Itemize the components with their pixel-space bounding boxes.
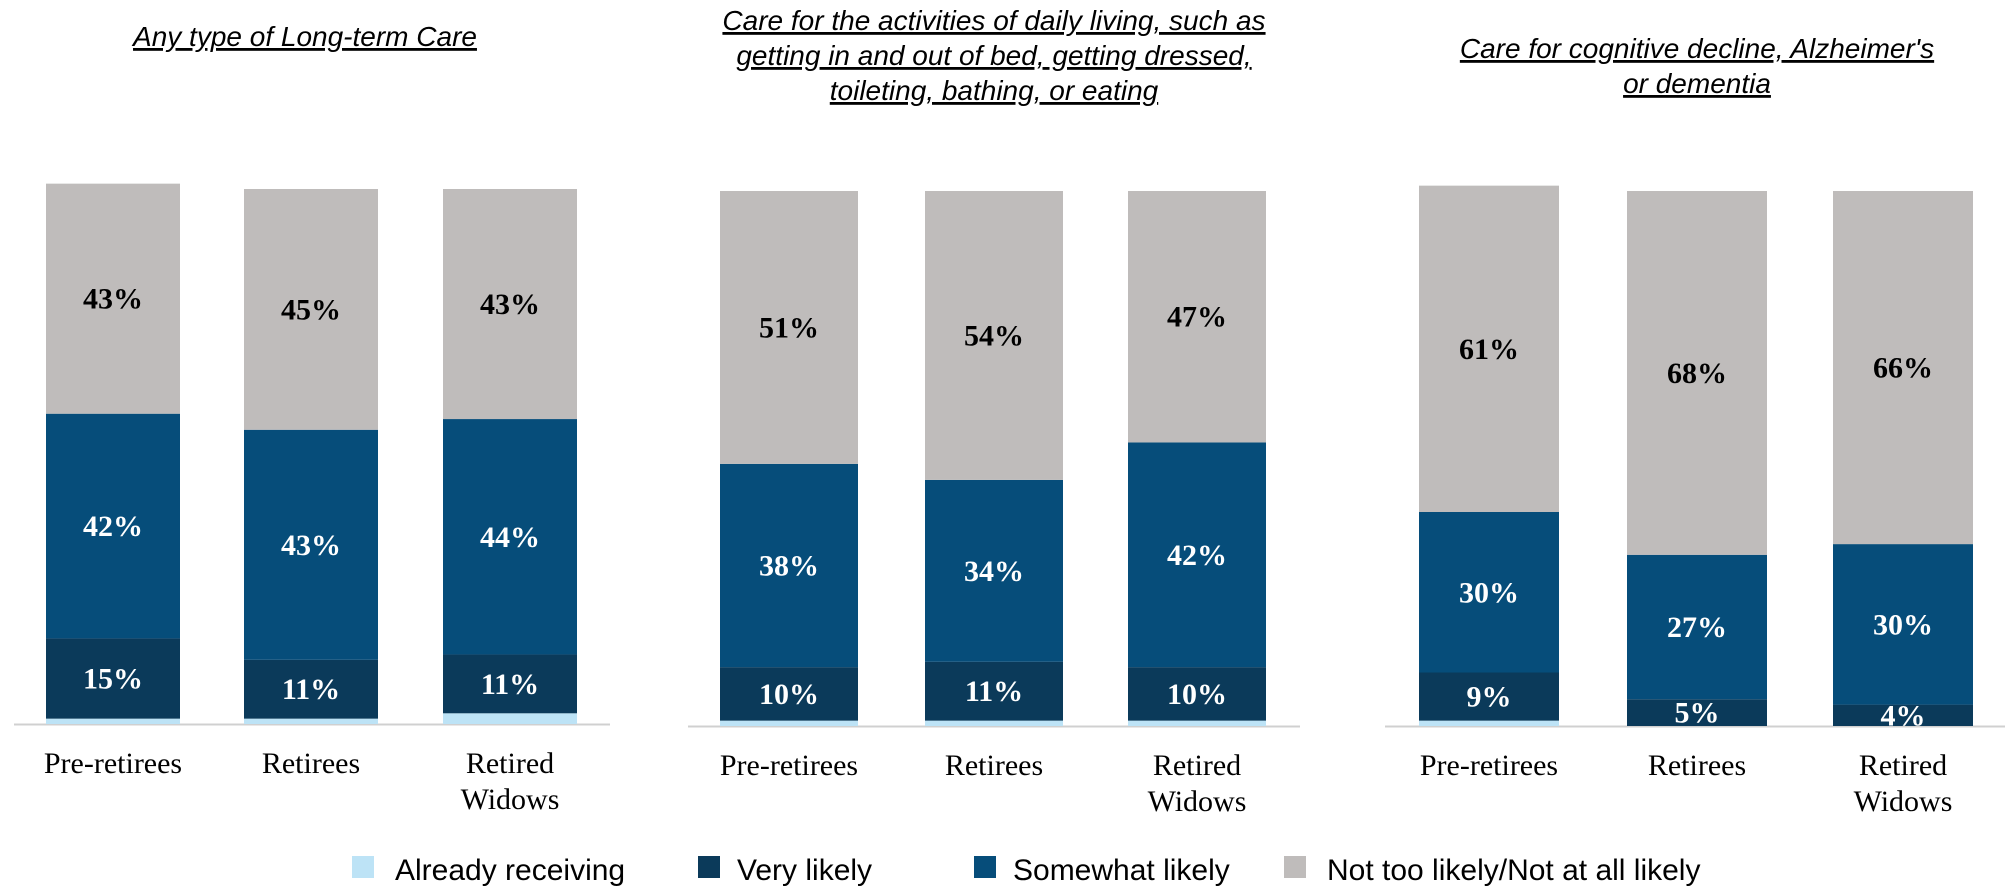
data-label: 47% (1167, 301, 1227, 334)
bar-segment-very-likely (720, 667, 858, 721)
legend-swatch (698, 856, 720, 878)
category-label: Retirees (945, 749, 1043, 782)
bar-segment-somewhat-likely (1419, 512, 1559, 673)
category-label: Retired (466, 747, 554, 780)
bar-segment-somewhat-likely (1627, 554, 1767, 700)
chart-panel-1: Any type of Long-term Care 15% 42% 43% Pre-r… (14, 21, 610, 816)
data-label: 54% (964, 319, 1024, 352)
legend-label: Not too likely/Not at all likely (1327, 854, 1700, 887)
bar-segment-very-likely (46, 638, 180, 719)
data-label: 11% (282, 673, 340, 706)
bar-segment-very-likely (443, 654, 577, 714)
chart-title: Care for the activities of daily living,… (722, 5, 1265, 36)
data-label: 51% (759, 311, 819, 344)
bar-segment-somewhat-likely (46, 413, 180, 639)
category-label: Pre-retirees (720, 749, 858, 782)
legend-label: Already receiving (395, 854, 625, 887)
bar-segment-not-likely (1419, 185, 1559, 512)
legend-swatch (1284, 856, 1306, 878)
data-label: 30% (1873, 608, 1933, 641)
bar-segment-very-likely (1128, 667, 1266, 721)
bar-segment-somewhat-likely (720, 463, 858, 668)
legend-swatch (974, 856, 996, 878)
legend-item-somewhat-likely: Somewhat likely (974, 854, 1230, 887)
bar-segment-already-receiving (1419, 720, 1559, 726)
category-label: Retirees (262, 747, 360, 780)
data-label: 5% (1675, 697, 1720, 730)
bar-segment-very-likely (925, 661, 1063, 721)
data-label: 10% (1167, 678, 1227, 711)
legend-label: Very likely (737, 854, 872, 887)
chart-title: Care for cognitive decline, Alzheimer's (1460, 33, 1934, 64)
data-label: 15% (83, 663, 143, 696)
bar-segment-somewhat-likely (443, 419, 577, 655)
bar-segment-somewhat-likely (925, 479, 1063, 662)
bar-segment-very-likely (1419, 672, 1559, 721)
bar-segment-not-likely (925, 191, 1063, 480)
legend-label: Somewhat likely (1013, 854, 1230, 887)
category-label: Pre-retirees (1420, 749, 1558, 782)
chart-panels: Any type of Long-term Care 15% 42% 43% Pre-r… (14, 5, 2005, 818)
bar-segment-somewhat-likely (1833, 544, 1973, 705)
bar-segment-not-likely (1128, 191, 1266, 443)
category-label: Widows (461, 783, 560, 816)
data-label: 43% (281, 529, 341, 562)
legend-item-very-likely: Very likely (698, 854, 872, 887)
data-label: 42% (1167, 539, 1227, 572)
bar-segment-not-likely (720, 191, 858, 464)
bar-segment-somewhat-likely (1128, 442, 1266, 668)
category-label: Widows (1854, 785, 1953, 818)
data-label: 42% (83, 510, 143, 543)
data-label: 30% (1459, 576, 1519, 609)
bar-segment-not-likely (1833, 191, 1973, 545)
category-label: Pre-retirees (44, 747, 182, 780)
data-label: 44% (480, 521, 540, 554)
bar-segment-not-likely (46, 183, 180, 414)
data-label: 45% (281, 293, 341, 326)
bar-segment-not-likely (1627, 191, 1767, 555)
data-label: 61% (1459, 333, 1519, 366)
bar-segment-already-receiving (46, 718, 180, 724)
data-label: 10% (759, 678, 819, 711)
data-label: 38% (759, 550, 819, 583)
data-label: 11% (965, 675, 1023, 708)
bar-segment-not-likely (443, 189, 577, 420)
category-label: Retired (1153, 749, 1241, 782)
chart-title: or dementia (1623, 68, 1771, 99)
data-label: 4% (1881, 699, 1926, 732)
bar-segment-very-likely (1627, 699, 1767, 726)
bar-segment-already-receiving (244, 718, 378, 724)
chart-panel-2: Care for the activities of daily living,… (688, 5, 1300, 818)
bar-segment-very-likely (244, 659, 378, 719)
bar-segment-already-receiving (443, 713, 577, 724)
legend-item-not-likely: Not too likely/Not at all likely (1284, 854, 1700, 887)
bar-segment-not-likely (244, 189, 378, 430)
chart-title: toileting, bathing, or eating (830, 75, 1159, 106)
bar-segment-somewhat-likely (244, 429, 378, 660)
bar-segment-already-receiving (720, 720, 858, 726)
legend-swatch (352, 856, 374, 878)
chart-title: Any type of Long-term Care (131, 21, 477, 52)
category-label: Retirees (1648, 749, 1746, 782)
data-label: 43% (83, 283, 143, 316)
bar-segment-already-receiving (925, 720, 1063, 726)
data-label: 43% (480, 288, 540, 321)
data-label: 27% (1667, 611, 1727, 644)
data-label: 9% (1467, 681, 1512, 714)
data-label: 68% (1667, 357, 1727, 390)
category-label: Retired (1859, 749, 1947, 782)
chart-title: getting in and out of bed, getting dress… (736, 40, 1251, 71)
data-label: 66% (1873, 352, 1933, 385)
data-label: 34% (964, 555, 1024, 588)
data-label: 11% (481, 668, 539, 701)
legend: Already receiving Very likely Somewhat lik… (352, 854, 1700, 887)
bar-segment-already-receiving (1128, 720, 1266, 726)
category-label: Widows (1148, 785, 1247, 818)
legend-item-already-receiving: Already receiving (352, 854, 625, 887)
bar-segment-very-likely (1833, 704, 1973, 726)
chart-panel-3: Care for cognitive decline, Alzheimer's o… (1385, 33, 2005, 818)
